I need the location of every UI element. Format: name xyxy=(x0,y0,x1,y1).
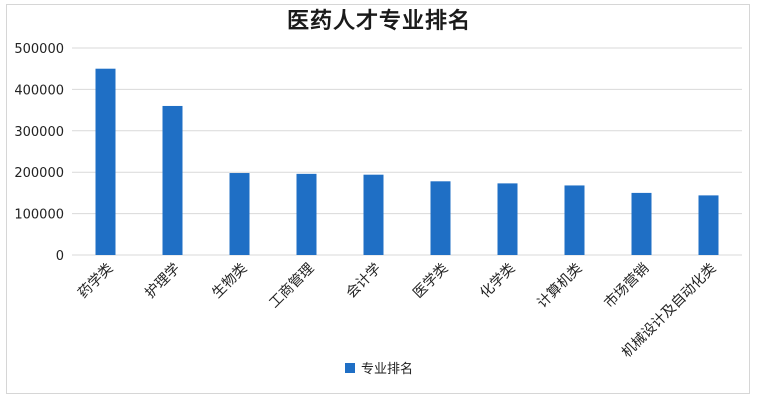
x-tick-label: 计算机类 xyxy=(534,261,585,312)
y-tick-label: 300000 xyxy=(14,125,64,140)
chart-title: 医药人才专业排名 xyxy=(286,9,471,34)
x-tick-label: 生物类 xyxy=(209,261,250,302)
y-tick-label: 500000 xyxy=(14,42,64,57)
bar xyxy=(363,174,384,255)
y-tick-label: 200000 xyxy=(14,166,64,181)
bar xyxy=(698,195,719,255)
x-tick-label: 工商管理 xyxy=(266,261,317,312)
legend-label: 专业排名 xyxy=(360,362,413,377)
bar xyxy=(631,192,652,255)
x-tick-label: 化学类 xyxy=(477,261,518,302)
x-tick-label: 会计学 xyxy=(343,261,384,302)
y-tick-label: 400000 xyxy=(14,83,64,98)
x-tick-label: 护理学 xyxy=(142,261,183,302)
bar xyxy=(162,105,183,256)
bar xyxy=(430,181,451,255)
y-tick-label: 0 xyxy=(56,249,64,264)
bar xyxy=(564,185,585,255)
bar xyxy=(296,173,317,255)
bar xyxy=(95,68,116,255)
bar xyxy=(229,173,250,255)
bar xyxy=(497,183,518,255)
y-tick-label: 100000 xyxy=(14,208,64,223)
x-tick-label: 医学类 xyxy=(410,261,451,302)
legend-swatch xyxy=(344,362,355,373)
legend: 专业排名 xyxy=(0,358,758,377)
x-tick-label: 药学类 xyxy=(75,261,116,302)
x-tick-label: 市场营销 xyxy=(601,260,653,312)
